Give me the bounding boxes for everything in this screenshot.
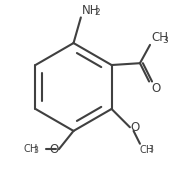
Text: 2: 2 (94, 8, 100, 17)
Text: O: O (131, 121, 140, 134)
Text: O: O (151, 82, 160, 95)
Text: 3: 3 (149, 145, 153, 154)
Text: 3: 3 (162, 36, 168, 45)
Text: CH: CH (23, 144, 38, 154)
Text: NH: NH (82, 3, 99, 17)
Text: O: O (50, 143, 59, 156)
Text: CH: CH (151, 31, 168, 44)
Text: CH: CH (139, 145, 153, 155)
Text: 3: 3 (33, 146, 38, 155)
